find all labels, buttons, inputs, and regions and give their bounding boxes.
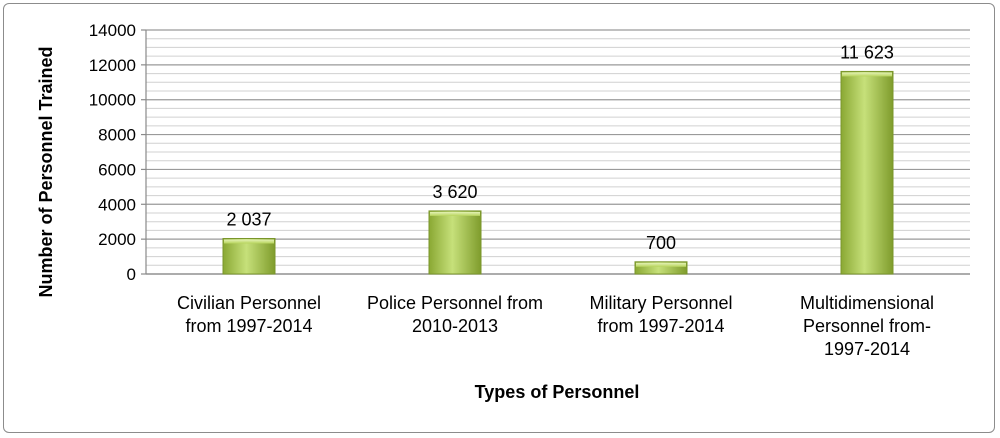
x-axis-title: Types of Personnel	[475, 382, 640, 402]
category-label: Personnel from-	[803, 316, 931, 336]
category-label: 1997-2014	[824, 339, 910, 359]
bar-highlight	[636, 262, 686, 267]
bar	[428, 210, 482, 275]
chart-frame	[3, 3, 995, 433]
category-label: 2010-2013	[412, 316, 498, 336]
y-tick-label: 12000	[89, 56, 136, 75]
category-label: Multidimensional	[800, 293, 934, 313]
category-label: from 1997-2014	[185, 316, 312, 336]
data-label: 700	[646, 233, 676, 253]
category-label: from 1997-2014	[597, 316, 724, 336]
y-tick-label: 6000	[98, 160, 136, 179]
y-tick-label: 14000	[89, 21, 136, 40]
bar	[222, 237, 276, 275]
y-tick-label: 0	[127, 265, 136, 284]
bar-highlight	[224, 239, 274, 244]
y-tick-label: 8000	[98, 126, 136, 145]
bar-highlight	[430, 211, 480, 216]
data-label: 2 037	[226, 209, 271, 229]
category-label: Civilian Personnel	[177, 293, 321, 313]
labels: 0 2000 4000 6000 8000 10000 12000 14000 2 037 Civ…	[89, 21, 934, 359]
y-tick-label: 10000	[89, 91, 136, 110]
data-label: 3 620	[432, 182, 477, 202]
y-axis-title: Number of Personnel Trained	[36, 46, 56, 297]
y-tick-label: 2000	[98, 230, 136, 249]
category-label: Military Personnel	[589, 293, 732, 313]
bar	[840, 70, 894, 275]
y-tick-label: 4000	[98, 195, 136, 214]
category-label: Police Personnel from	[367, 293, 543, 313]
data-label: 11 623	[840, 42, 894, 62]
bar-highlight	[842, 72, 892, 77]
axes	[141, 29, 970, 275]
bars	[222, 70, 894, 275]
